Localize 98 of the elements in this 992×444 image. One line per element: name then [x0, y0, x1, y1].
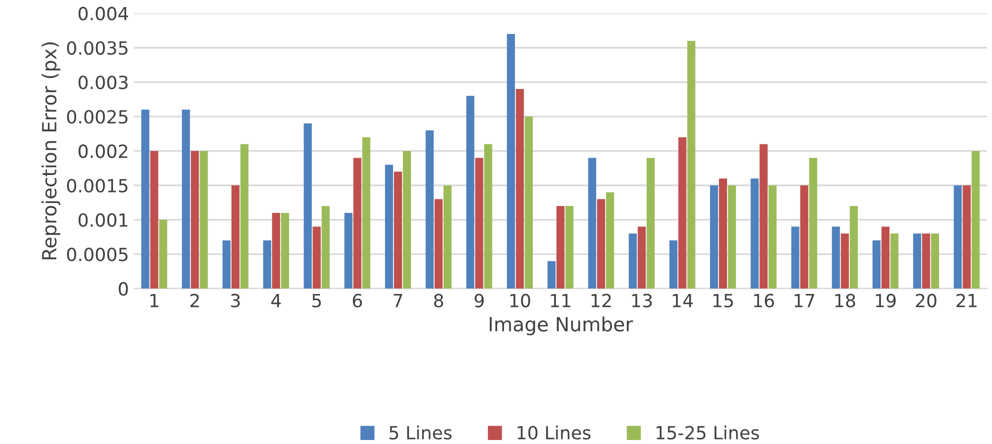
bar	[840, 234, 849, 289]
x-tick-label: 18	[835, 294, 856, 308]
y-tick-label: 0.0025	[67, 110, 128, 124]
bar	[678, 137, 686, 289]
x-tick-label: 13	[632, 294, 652, 308]
bar	[872, 240, 881, 289]
bar	[972, 150, 980, 289]
bar	[597, 199, 606, 289]
bar	[922, 234, 930, 289]
bar	[475, 158, 484, 289]
bar	[768, 185, 777, 289]
y-tick-label: 0.0005	[67, 248, 128, 262]
bar	[606, 192, 614, 289]
x-tick-label: 5	[312, 294, 321, 308]
bar	[402, 150, 411, 289]
x-tick-label: 11	[550, 294, 570, 308]
bar	[263, 240, 272, 289]
y-tick-label: 0.0015	[67, 178, 128, 192]
bar	[506, 34, 515, 289]
bar	[809, 158, 818, 289]
bar	[190, 150, 199, 289]
bar	[565, 206, 574, 289]
bar	[281, 212, 290, 289]
bar	[881, 226, 890, 289]
x-tick-label: 2	[190, 294, 199, 308]
bar	[548, 261, 556, 289]
y-axis-title: Reprojection Error (px)	[42, 42, 60, 260]
x-tick-label: 8	[434, 294, 444, 308]
bar	[710, 185, 718, 289]
bar	[362, 137, 370, 289]
legend-label: 15-25 Lines	[656, 426, 759, 440]
bar	[687, 40, 696, 289]
x-tick-label: 17	[794, 294, 814, 308]
x-tick-label: 6	[352, 294, 362, 308]
bar	[832, 226, 840, 289]
x-tick-label: 3	[231, 294, 240, 308]
x-tick-label: 12	[592, 294, 611, 308]
x-tick-label: 1	[150, 294, 158, 308]
bar	[150, 150, 158, 289]
bar	[200, 150, 208, 289]
legend-label: 5 Lines	[390, 426, 452, 440]
bar	[628, 234, 637, 289]
x-axis-title: Image Number	[490, 316, 634, 336]
bar	[344, 212, 352, 289]
bar	[434, 199, 443, 289]
bar	[385, 164, 394, 289]
bar	[750, 178, 759, 289]
bar	[760, 144, 768, 289]
x-tick-label: 4	[271, 294, 281, 308]
bar	[800, 185, 808, 289]
bar	[850, 206, 858, 289]
bar	[322, 206, 330, 289]
x-tick-label: 19	[876, 294, 896, 308]
bar	[588, 158, 596, 289]
bar	[962, 185, 971, 289]
bar	[669, 240, 678, 289]
y-tick-label: 0.004	[78, 6, 128, 20]
bar	[426, 130, 434, 289]
bar	[272, 212, 280, 289]
x-tick-label: 10	[510, 294, 530, 308]
x-tick-label: 15	[713, 294, 733, 308]
bar	[240, 144, 248, 289]
bar	[484, 144, 492, 289]
bar	[222, 240, 231, 289]
legend-label: 10 Lines	[518, 426, 591, 440]
bar	[890, 234, 898, 289]
bar	[353, 158, 362, 289]
bar	[556, 206, 564, 289]
bar	[931, 234, 940, 289]
bar	[728, 185, 736, 289]
bar	[524, 116, 533, 289]
x-tick-label: 9	[474, 294, 484, 308]
x-tick-label: 16	[754, 294, 774, 308]
y-tick-label: 0.002	[78, 144, 128, 158]
y-tick-label: 0.0035	[67, 41, 128, 55]
bar	[304, 123, 312, 289]
bar	[182, 110, 190, 289]
y-tick-label: 0	[118, 282, 128, 296]
bar	[646, 158, 655, 289]
bar	[913, 234, 922, 289]
bar	[466, 96, 474, 289]
bar	[718, 178, 727, 289]
bar	[444, 185, 452, 289]
bar	[159, 220, 168, 289]
x-tick-label: 7	[394, 294, 402, 308]
x-tick-label: 14	[672, 294, 693, 308]
bar	[312, 226, 321, 289]
y-tick-label: 0.001	[78, 213, 128, 227]
bar	[231, 185, 240, 289]
bar	[394, 172, 402, 289]
bar	[638, 226, 646, 289]
bar	[791, 226, 800, 289]
bar	[954, 185, 962, 289]
bar	[516, 89, 524, 289]
x-tick-label: 20	[916, 294, 936, 308]
bar	[141, 110, 150, 289]
x-tick-label: 21	[956, 294, 977, 308]
y-tick-label: 0.003	[78, 76, 128, 90]
